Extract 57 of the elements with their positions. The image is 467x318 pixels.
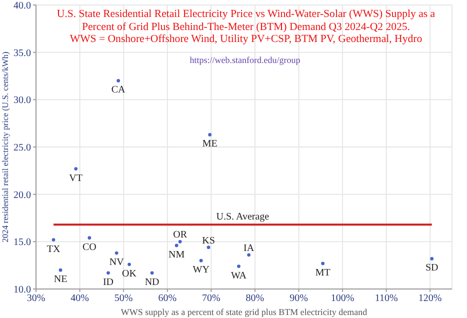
x-tick-label: 60% bbox=[158, 293, 177, 304]
x-tick-label: 110% bbox=[374, 293, 398, 304]
x-tick-label: 30% bbox=[26, 293, 46, 304]
y-axis-title: 2024 residential retail electricity price (U.S. cents/kWh) bbox=[0, 51, 10, 242]
y-tick-label: 20.0 bbox=[14, 190, 31, 201]
x-tick-label: 70% bbox=[202, 293, 220, 304]
point bbox=[116, 79, 120, 82]
annotation: TX bbox=[46, 244, 61, 255]
annotation: SD bbox=[425, 262, 438, 274]
point bbox=[208, 133, 212, 136]
point bbox=[247, 253, 251, 257]
x-tick-label: 100% bbox=[330, 293, 354, 304]
point bbox=[150, 271, 154, 275]
annotation: ME bbox=[202, 138, 218, 150]
annotation: OR bbox=[173, 230, 188, 241]
x-tick-label: 90% bbox=[290, 293, 308, 304]
annotation: NM bbox=[168, 249, 185, 260]
y-tick-label: 15.0 bbox=[14, 237, 31, 248]
x-tick-label: 80% bbox=[246, 293, 264, 304]
annotation: IA bbox=[244, 242, 255, 254]
y-tick-label: 25.0 bbox=[14, 142, 31, 154]
annotation: WY bbox=[192, 264, 210, 276]
text: https://web.stanford.edu/group bbox=[188, 55, 302, 65]
annotation: KS bbox=[202, 235, 215, 246]
annotation: ND bbox=[144, 276, 160, 288]
annotation: NV bbox=[109, 257, 125, 268]
y-tick-label: 30.0 bbox=[14, 95, 31, 106]
point bbox=[58, 268, 62, 272]
point bbox=[88, 236, 92, 240]
point bbox=[52, 238, 56, 242]
x-tick-label: 40% bbox=[70, 293, 89, 304]
text: U.S. State Residential Retail Electricity Price vs Wind-Water-Solar (WWS) Supply as a Percent of Grid Plus Behind-The-Meter (BTM) Demand Q3 2024-Q2 2025. WWS = Onshore+Offshore Wind, Utility PV+CSP, BTM PV, Geothermal, Hydro bbox=[56, 8, 436, 46]
annotation: WA bbox=[230, 270, 248, 282]
point bbox=[74, 167, 78, 170]
annotation: NE bbox=[54, 274, 68, 286]
x-tick-label: 120% bbox=[418, 293, 442, 304]
annotation: CA bbox=[111, 84, 126, 96]
point bbox=[178, 240, 182, 244]
point bbox=[237, 264, 240, 268]
point bbox=[430, 257, 434, 260]
point bbox=[206, 246, 210, 250]
annotation: MT bbox=[315, 267, 330, 278]
point bbox=[174, 244, 178, 248]
point bbox=[114, 251, 118, 255]
annotation: OK bbox=[122, 268, 138, 280]
point bbox=[106, 271, 110, 275]
ref-line-label: U.S. Average bbox=[216, 212, 270, 223]
annotation: ID bbox=[102, 276, 114, 288]
annotation: CO bbox=[82, 242, 96, 253]
y-tick-label: 40.0 bbox=[14, 0, 31, 12]
x-tick-label: 50% bbox=[114, 293, 133, 304]
point bbox=[128, 262, 131, 266]
x-axis-title: WWS supply as a percent of state grid plus BTM electricity demand bbox=[120, 307, 368, 317]
point bbox=[199, 258, 203, 262]
annotation: VT bbox=[69, 172, 83, 184]
point bbox=[321, 262, 325, 266]
y-tick-label: 35.0 bbox=[14, 48, 31, 59]
